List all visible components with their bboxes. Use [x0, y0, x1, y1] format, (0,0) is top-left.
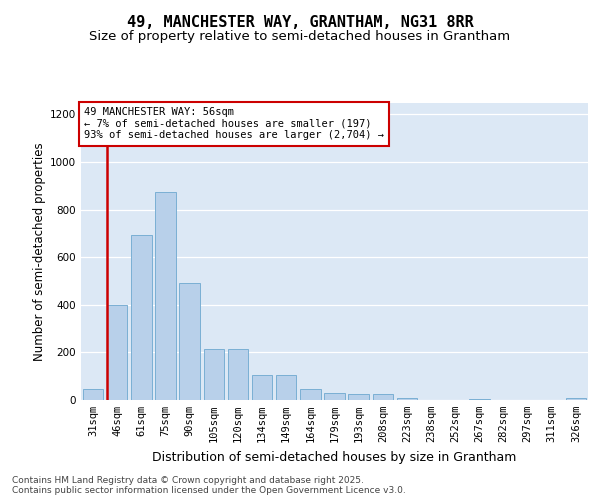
Bar: [203, 349, 224, 400]
Bar: [349, 394, 369, 400]
Bar: [252, 375, 272, 400]
Bar: [179, 284, 200, 400]
Bar: [83, 390, 103, 400]
Y-axis label: Number of semi-detached properties: Number of semi-detached properties: [33, 142, 46, 360]
Bar: [469, 399, 490, 400]
Bar: [397, 398, 417, 400]
Bar: [324, 393, 345, 400]
Bar: [373, 394, 393, 400]
Text: Contains HM Land Registry data © Crown copyright and database right 2025.: Contains HM Land Registry data © Crown c…: [12, 476, 364, 485]
Text: 49, MANCHESTER WAY, GRANTHAM, NG31 8RR: 49, MANCHESTER WAY, GRANTHAM, NG31 8RR: [127, 15, 473, 30]
Text: Size of property relative to semi-detached houses in Grantham: Size of property relative to semi-detach…: [89, 30, 511, 43]
Bar: [131, 234, 152, 400]
Bar: [276, 375, 296, 400]
Bar: [300, 390, 320, 400]
Bar: [155, 192, 176, 400]
Bar: [107, 305, 127, 400]
X-axis label: Distribution of semi-detached houses by size in Grantham: Distribution of semi-detached houses by …: [152, 450, 517, 464]
Text: Contains public sector information licensed under the Open Government Licence v3: Contains public sector information licen…: [12, 486, 406, 495]
Text: 49 MANCHESTER WAY: 56sqm
← 7% of semi-detached houses are smaller (197)
93% of s: 49 MANCHESTER WAY: 56sqm ← 7% of semi-de…: [84, 108, 384, 140]
Bar: [227, 349, 248, 400]
Bar: [566, 398, 586, 400]
